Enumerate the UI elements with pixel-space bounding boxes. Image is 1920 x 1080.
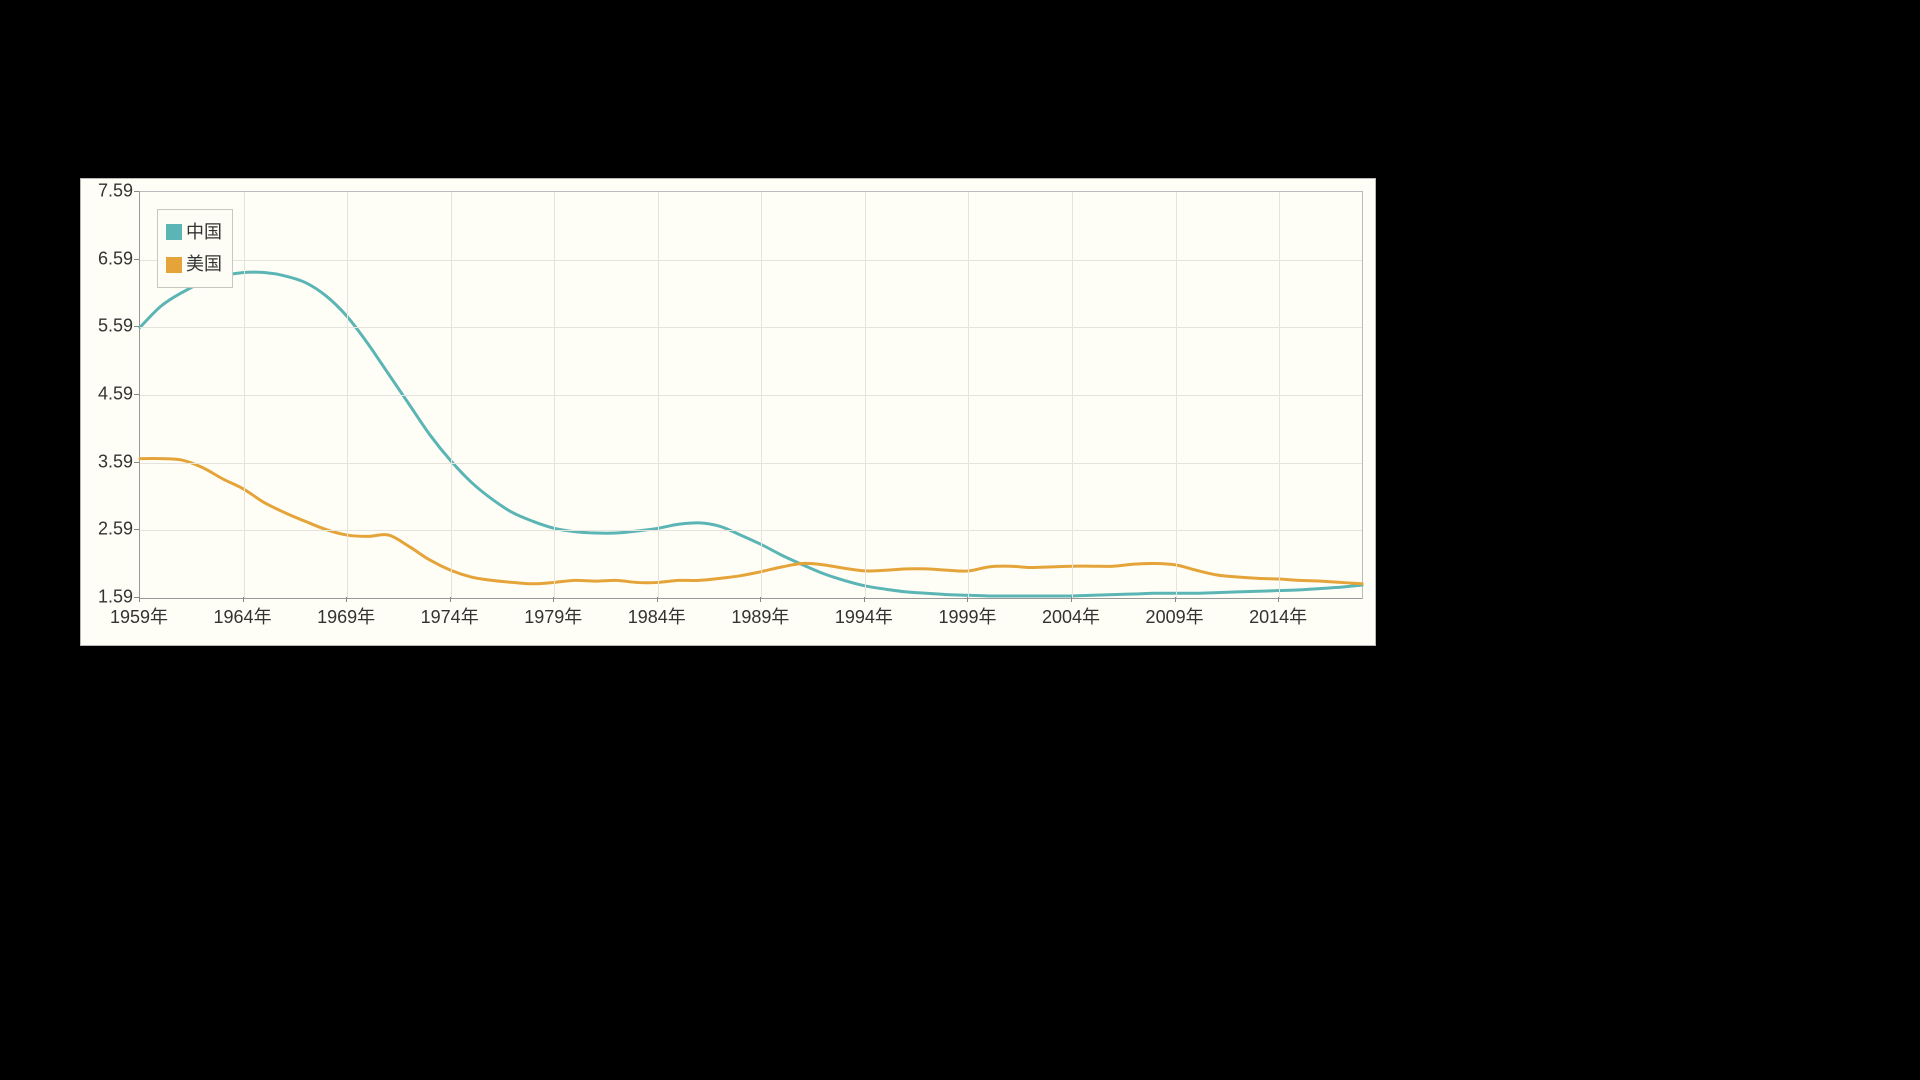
x-tick-mark [243, 597, 244, 602]
vgrid [968, 192, 969, 598]
vgrid [658, 192, 659, 598]
x-tick-mark [760, 597, 761, 602]
y-tick-mark [134, 529, 139, 530]
x-tick-mark [864, 597, 865, 602]
y-tick-label: 5.59 [81, 316, 133, 337]
legend-label-china: 中国 [186, 216, 222, 248]
x-tick-label: 2014年 [1249, 603, 1307, 629]
x-tick-mark [553, 597, 554, 602]
vgrid [1072, 192, 1073, 598]
vgrid [554, 192, 555, 598]
legend-swatch-china [166, 224, 182, 240]
vgrid [244, 192, 245, 598]
x-tick-mark [657, 597, 658, 602]
vgrid [761, 192, 762, 598]
x-tick-label: 2009年 [1146, 603, 1204, 629]
vgrid [347, 192, 348, 598]
plot-area [139, 191, 1363, 599]
x-tick-mark [346, 597, 347, 602]
y-tick-label: 3.59 [81, 451, 133, 472]
x-tick-label: 1979年 [524, 603, 582, 629]
x-tick-label: 1984年 [628, 603, 686, 629]
vgrid [865, 192, 866, 598]
vgrid [1176, 192, 1177, 598]
x-tick-mark [139, 597, 140, 602]
hgrid [140, 463, 1362, 464]
x-tick-label: 2004年 [1042, 603, 1100, 629]
hgrid [140, 327, 1362, 328]
legend-label-usa: 美国 [186, 248, 222, 280]
x-tick-mark [450, 597, 451, 602]
x-tick-mark [1278, 597, 1279, 602]
hgrid [140, 395, 1362, 396]
series-line-usa [140, 459, 1362, 584]
vgrid [451, 192, 452, 598]
y-tick-mark [134, 259, 139, 260]
x-tick-label: 1964年 [214, 603, 272, 629]
legend: 中国 美国 [157, 209, 233, 288]
x-tick-mark [967, 597, 968, 602]
y-tick-mark [134, 394, 139, 395]
hgrid [140, 260, 1362, 261]
series-line-china [140, 272, 1362, 596]
x-tick-label: 1974年 [421, 603, 479, 629]
x-tick-label: 1959年 [110, 603, 168, 629]
hgrid [140, 530, 1362, 531]
x-tick-label: 1999年 [938, 603, 996, 629]
x-tick-mark [1071, 597, 1072, 602]
y-tick-mark [134, 462, 139, 463]
chart-panel: 中国 美国 1.592.593.594.595.596.597.591959年1… [80, 178, 1376, 646]
y-tick-label: 4.59 [81, 384, 133, 405]
y-tick-mark [134, 191, 139, 192]
y-tick-label: 7.59 [81, 181, 133, 202]
y-tick-label: 2.59 [81, 519, 133, 540]
legend-item-usa: 美国 [166, 248, 222, 280]
vgrid [1279, 192, 1280, 598]
x-tick-label: 1989年 [731, 603, 789, 629]
y-tick-mark [134, 326, 139, 327]
y-tick-label: 6.59 [81, 248, 133, 269]
legend-item-china: 中国 [166, 216, 222, 248]
x-tick-label: 1969年 [317, 603, 375, 629]
legend-swatch-usa [166, 257, 182, 273]
x-tick-mark [1175, 597, 1176, 602]
x-tick-label: 1994年 [835, 603, 893, 629]
